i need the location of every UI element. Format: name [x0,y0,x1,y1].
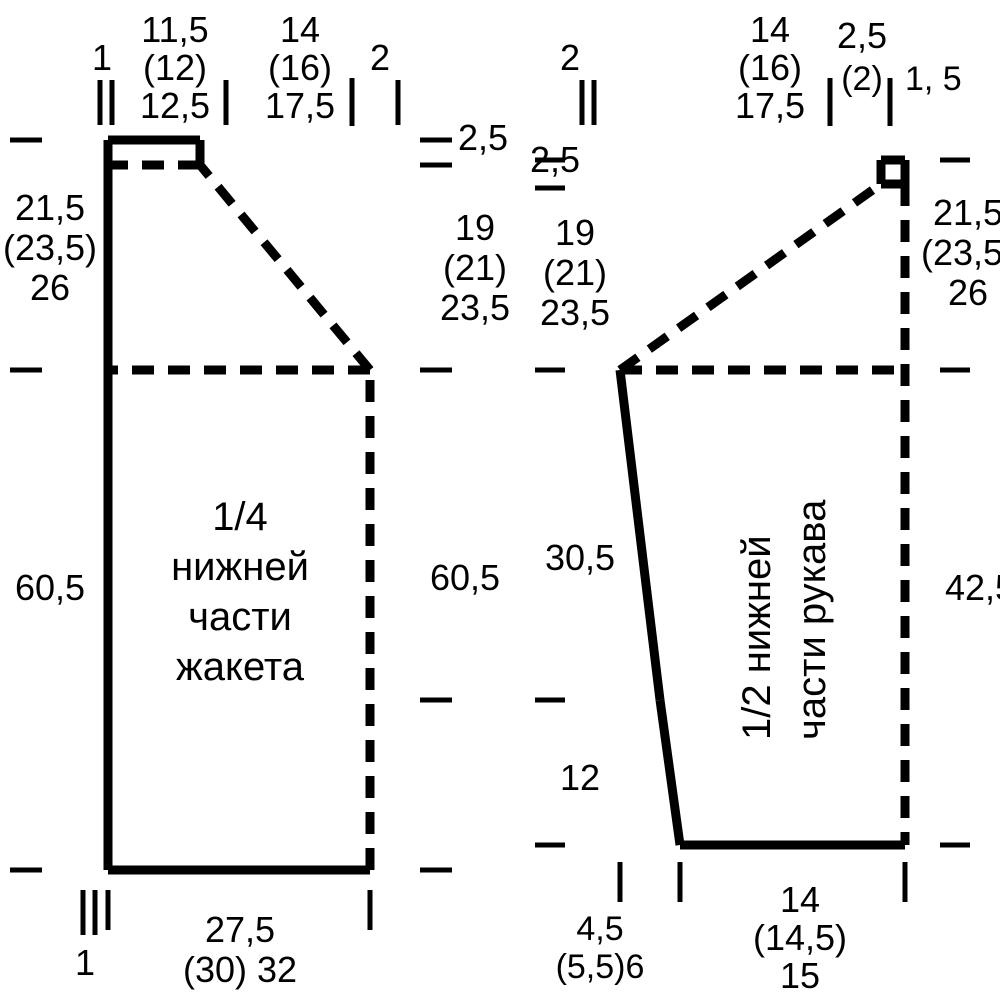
svg-text:14: 14 [280,9,320,50]
svg-text:2,5: 2,5 [837,15,887,56]
svg-text:(23,5): (23,5) [3,227,97,268]
svg-text:(5,5)6: (5,5)6 [556,948,645,986]
svg-text:1/4: 1/4 [212,495,268,539]
svg-text:2,5: 2,5 [458,117,508,158]
svg-text:(12): (12) [143,47,207,88]
svg-text:23,5: 23,5 [540,292,610,333]
svg-text:21,5: 21,5 [15,187,85,228]
svg-text:2: 2 [560,37,580,78]
svg-text:60,5: 60,5 [15,567,85,608]
svg-text:42,5: 42,5 [945,567,1000,608]
svg-text:14: 14 [780,879,820,920]
svg-text:12,5: 12,5 [140,85,210,126]
svg-text:(2): (2) [841,60,883,98]
svg-text:1: 1 [75,942,95,983]
svg-text:11,5: 11,5 [141,9,208,50]
svg-text:(21): (21) [443,247,507,288]
svg-text:19: 19 [455,207,495,248]
svg-text:14: 14 [750,9,790,50]
svg-text:19: 19 [555,212,595,253]
svg-text:17,5: 17,5 [735,85,805,126]
svg-text:21,5: 21,5 [933,192,1000,233]
svg-text:(14,5): (14,5) [753,917,847,958]
svg-text:1: 1 [92,37,112,78]
svg-text:жакета: жакета [176,645,305,689]
svg-text:(16): (16) [738,47,802,88]
svg-text:26: 26 [948,272,988,313]
svg-text:нижней: нижней [171,545,309,589]
svg-text:23,5: 23,5 [440,287,510,328]
svg-text:30,5: 30,5 [545,537,615,578]
svg-text:17,5: 17,5 [265,85,335,126]
svg-text:части рукава: части рукава [790,499,834,740]
svg-text:(23,5): (23,5) [921,232,1000,273]
svg-text:1, 5: 1, 5 [905,60,962,98]
svg-text:(30) 32: (30) 32 [183,949,297,990]
svg-text:4,5: 4,5 [576,910,623,948]
svg-text:(16): (16) [268,47,332,88]
svg-text:27,5: 27,5 [205,909,275,950]
svg-text:60,5: 60,5 [430,557,500,598]
svg-text:1/2 нижней: 1/2 нижней [735,535,779,740]
svg-text:26: 26 [30,267,70,308]
svg-text:части: части [188,595,292,639]
svg-text:2: 2 [370,37,390,78]
svg-text:12: 12 [560,757,600,798]
svg-text:2,5: 2,5 [530,139,580,180]
schematic-diagram: 111,5(12)12,514(16)17,522,519(21)23,560,… [0,0,1000,1000]
svg-text:15: 15 [780,955,820,996]
svg-text:(21): (21) [543,252,607,293]
